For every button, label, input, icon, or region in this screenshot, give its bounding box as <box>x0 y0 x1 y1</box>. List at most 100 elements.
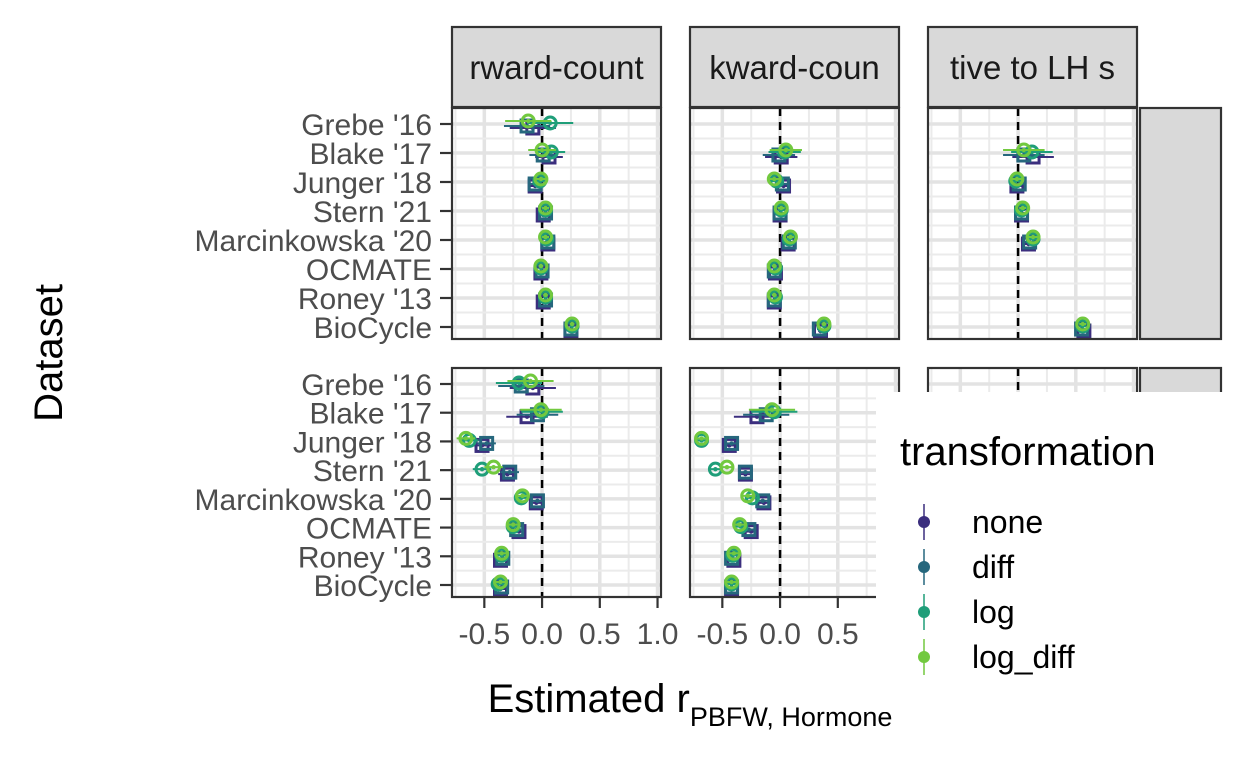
legend-label-none: none <box>972 504 1043 540</box>
point-center-diff <box>729 441 734 446</box>
point-log <box>542 115 558 131</box>
point-center-log_diff <box>1080 321 1085 327</box>
x-tick-label: -0.5 <box>696 618 748 651</box>
x-axis-title-main: Estimated r <box>488 677 690 721</box>
point-log_diff <box>694 430 710 446</box>
col-strip-label: kward-coun <box>709 49 880 86</box>
point-center-diff <box>760 498 765 504</box>
point-center-log <box>713 466 718 472</box>
point-center-log_diff <box>510 522 516 527</box>
point-diff <box>737 464 753 480</box>
point-log_diff <box>1016 142 1032 158</box>
legend-key-diff <box>918 549 930 585</box>
panel-0-0 <box>452 108 661 339</box>
point-log_diff <box>740 488 756 504</box>
x-ticks-layer: -0.50.00.51.0-0.50.00.51.0 <box>458 597 916 651</box>
legend-key-point <box>918 651 930 663</box>
point-center-log_diff <box>821 321 827 327</box>
point-log_diff <box>533 171 549 187</box>
point-diff <box>502 464 518 480</box>
point-center-log_diff <box>526 118 531 124</box>
legend-key-none <box>918 504 930 540</box>
y-tick-label: Roney '13 <box>298 283 432 316</box>
col-strip-1: kward-coun <box>688 25 901 109</box>
point-log_diff <box>724 574 740 590</box>
point-center-log_diff <box>788 234 793 240</box>
x-tick-label: 1.0 <box>637 618 679 651</box>
point-none <box>721 437 737 453</box>
point-log_diff <box>505 517 521 533</box>
x-tick-label: 0.0 <box>759 618 801 651</box>
point-log_diff <box>514 488 530 504</box>
point-center-log_diff <box>731 551 737 556</box>
y-tick-label: Grebe '16 <box>301 369 432 402</box>
point-log_diff <box>719 459 735 475</box>
point-center-log_diff <box>783 147 789 153</box>
point-center-diff <box>743 469 748 475</box>
point-log_diff <box>766 171 782 187</box>
point-diff <box>529 493 545 509</box>
panel-border <box>450 366 663 599</box>
point-center-log_diff <box>737 522 742 527</box>
col-strip-background <box>450 25 663 109</box>
point-log_diff <box>732 517 748 533</box>
point-log_diff <box>816 316 832 332</box>
point-diff <box>479 435 495 451</box>
legend-title: transformation <box>900 430 1156 474</box>
point-center-log_diff <box>520 493 525 499</box>
point-center-log <box>479 466 485 472</box>
point-log_diff <box>533 258 549 274</box>
y-tick-label: Junger '18 <box>293 426 432 459</box>
point-log_diff <box>520 113 536 129</box>
point-log_diff <box>778 142 794 158</box>
point-center-log_diff <box>1020 205 1025 211</box>
x-tick-label: -0.5 <box>458 618 510 651</box>
point-center-log_diff <box>1014 176 1020 182</box>
row-strip-background <box>1138 106 1223 341</box>
legend-key-point <box>918 606 930 618</box>
y-tick-label: Marcinkowska '20 <box>195 484 432 517</box>
panel-background <box>690 108 899 339</box>
point-log_diff <box>538 229 554 245</box>
point-log_diff <box>494 545 510 561</box>
y-tick-label: Junger '18 <box>293 167 432 200</box>
point-center-log_diff <box>463 436 469 441</box>
point-log_diff <box>523 373 539 389</box>
point-log_diff <box>766 287 782 303</box>
col-strip-background <box>926 25 1139 109</box>
x-tick-label: 0.5 <box>579 618 621 651</box>
point-log_diff <box>726 545 742 561</box>
point-center-log_diff <box>769 407 775 412</box>
y-tick-label: OCMATE <box>306 513 432 546</box>
legend: transformation none diff log log_diff <box>876 392 1248 712</box>
point-diff <box>724 435 740 451</box>
point-center-log_diff <box>538 407 544 412</box>
y-tick-label: Roney '13 <box>298 541 432 574</box>
point-log_diff <box>564 316 580 332</box>
point-center-log_diff <box>772 176 777 182</box>
col-strip-label: tive to LH s <box>950 49 1115 86</box>
legend-label-log_diff: log_diff <box>972 639 1075 675</box>
y-tick-label: Stern '21 <box>313 455 432 488</box>
point-log <box>543 144 559 160</box>
y-tick-label: Marcinkowska '20 <box>195 225 432 258</box>
point-center-log_diff <box>543 234 548 240</box>
x-axis-title-subscript: PBFW, Hormone <box>690 702 893 732</box>
point-center-log_diff <box>499 551 504 556</box>
legend-background <box>876 392 1248 712</box>
y-tick-label: BioCycle <box>314 570 432 603</box>
point-center-diff <box>507 469 512 475</box>
x-axis-title: Estimated rPBFW, Hormone <box>488 677 893 732</box>
point-center-diff <box>484 441 489 446</box>
point-log_diff <box>782 229 798 245</box>
point-center-log_diff <box>543 292 548 298</box>
point-center-log_diff <box>772 263 777 269</box>
point-log_diff <box>1075 316 1091 332</box>
point-log_diff <box>1015 200 1031 216</box>
point-log_diff <box>766 258 782 274</box>
point-log <box>1024 144 1040 160</box>
point-center-log_diff <box>1021 147 1027 153</box>
point-center-log_diff <box>724 464 730 470</box>
